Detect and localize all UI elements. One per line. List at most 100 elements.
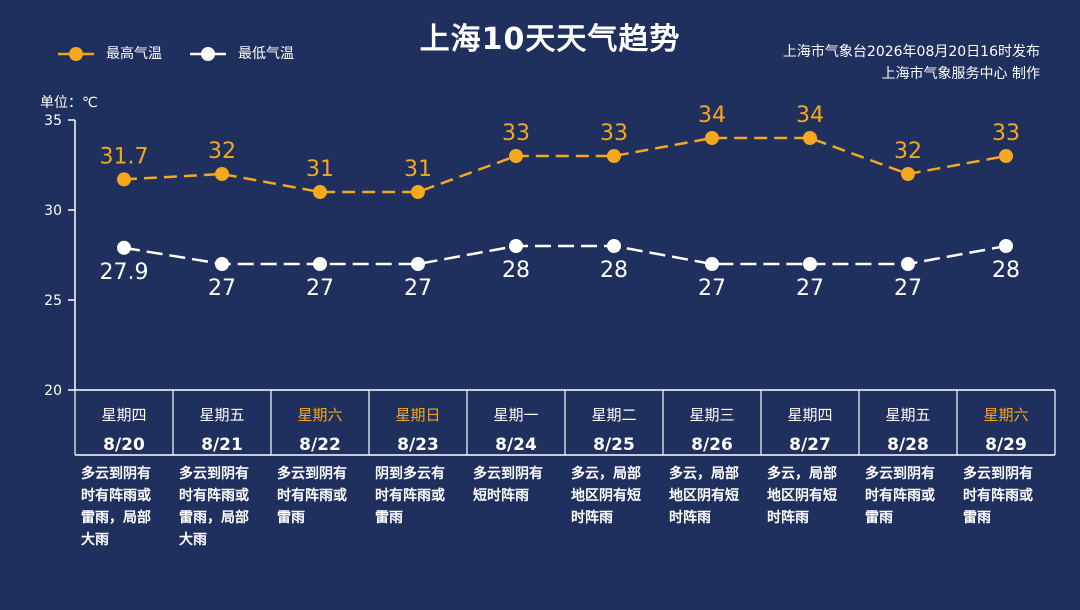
date-label: 8/28: [887, 435, 929, 455]
weekday-label: 星期日: [395, 406, 440, 424]
low-temp-label: 27.9: [100, 260, 149, 285]
forecast-description-line: 多云到阴有: [179, 466, 249, 482]
date-label: 8/29: [985, 435, 1027, 455]
source-producer: 上海市气象服务中心 制作: [881, 66, 1040, 82]
date-label: 8/25: [593, 435, 635, 455]
forecast-description-line: 时阵雨: [571, 510, 613, 526]
y-tick-label: 20: [44, 383, 62, 399]
source-issuer: 上海市气象台2026年08月20日16时发布: [782, 44, 1040, 60]
forecast-description-line: 多云，局部: [767, 466, 837, 482]
high-temp-line: [123, 136, 1007, 194]
low-temp-point: [117, 240, 131, 255]
high-temp-point: [215, 167, 229, 181]
high-temp-label: 32: [208, 139, 236, 164]
date-label: 8/26: [691, 435, 733, 455]
date-label: 8/22: [299, 435, 341, 455]
high-temp-label: 34: [796, 103, 824, 128]
high-temp-label: 34: [698, 103, 726, 128]
forecast-description: 多云，局部地区阴有短时阵雨: [669, 463, 763, 529]
forecast-description-line: 雷雨: [865, 510, 893, 526]
unit-label: 单位：℃: [40, 95, 98, 111]
low-temp-label: 28: [502, 258, 530, 283]
weekday-label: 星期四: [101, 406, 146, 424]
high-temp-label: 32: [894, 139, 922, 164]
weekday-label: 星期三: [689, 406, 734, 424]
y-tick-label: 35: [44, 113, 62, 129]
low-temp-point: [509, 239, 523, 253]
high-temp-label: 33: [502, 121, 530, 146]
forecast-description-line: 多云，局部: [669, 466, 739, 482]
weekday-label: 星期五: [885, 406, 930, 424]
high-temp-point: [705, 131, 719, 145]
forecast-description: 多云到阴有时有阵雨或雷雨: [865, 463, 959, 529]
forecast-description-line: 地区阴有短: [571, 488, 641, 504]
forecast-description-line: 多云到阴有: [865, 466, 935, 482]
high-temp-point: [509, 149, 523, 163]
weekday-label: 星期六: [983, 406, 1028, 424]
high-temp-label: 31: [404, 157, 432, 182]
forecast-description-line: 地区阴有短: [767, 488, 837, 504]
forecast-description-line: 雷雨，局部: [179, 510, 249, 526]
weekday-label: 星期一: [493, 406, 538, 424]
low-temp-label: 28: [992, 258, 1020, 283]
forecast-description-line: 时有阵雨或: [277, 488, 347, 504]
high-temp-point: [607, 149, 621, 163]
forecast-description-line: 时阵雨: [669, 510, 711, 526]
high-temp-point: [901, 167, 915, 181]
forecast-description-line: 多云到阴有: [277, 466, 347, 482]
forecast-description-line: 时有阵雨或: [865, 488, 935, 504]
forecast-description-line: 雷雨: [963, 510, 991, 526]
forecast-description-line: 雷雨: [375, 510, 403, 526]
high-temp-label: 31: [306, 157, 334, 182]
high-temp-label: 33: [992, 121, 1020, 146]
forecast-description-line: 多云，局部: [571, 466, 641, 482]
low-temp-label: 27: [796, 276, 824, 301]
forecast-description-line: 地区阴有短: [669, 488, 739, 504]
low-temp-point: [313, 257, 327, 271]
high-temp-point: [411, 185, 425, 199]
high-temp-point: [313, 185, 327, 199]
forecast-description-line: 短时阵雨: [473, 488, 529, 504]
forecast-description-line: 阴到多云有: [375, 466, 445, 482]
low-temp-label: 27: [404, 276, 432, 301]
weekday-label: 星期六: [297, 406, 342, 424]
date-label: 8/21: [201, 435, 243, 455]
forecast-description-line: 时有阵雨或: [81, 488, 151, 504]
legend-high-swatch-icon: [58, 47, 94, 61]
low-temp-point: [705, 257, 719, 271]
y-tick-label: 30: [44, 203, 62, 219]
forecast-description: 多云，局部地区阴有短时阵雨: [571, 463, 665, 529]
forecast-description-line: 多云到阴有: [81, 466, 151, 482]
high-temp-point: [803, 131, 817, 145]
low-temp-label: 27: [698, 276, 726, 301]
low-temp-point: [803, 257, 817, 271]
low-temp-point: [607, 239, 621, 253]
date-label: 8/23: [397, 435, 439, 455]
high-temp-point: [117, 172, 131, 187]
forecast-description-line: 雷雨: [277, 510, 305, 526]
low-temp-label: 28: [600, 258, 628, 283]
forecast-description: 多云到阴有时有阵雨或雷雨: [277, 463, 371, 529]
forecast-description-line: 时有阵雨或: [375, 488, 445, 504]
legend-low-swatch-icon: [190, 47, 226, 61]
date-label: 8/24: [495, 435, 537, 455]
legend-high-label: 最高气温: [106, 46, 162, 62]
forecast-description: 多云到阴有 时有阵雨或 雷雨: [963, 463, 1057, 529]
forecast-description-line: 多云到阴有: [473, 466, 543, 482]
weekday-label: 星期四: [787, 406, 832, 424]
low-temp-point: [215, 257, 229, 271]
forecast-description: 多云到阴有时有阵雨或雷雨，局部大雨: [81, 463, 175, 551]
forecast-description-line: 大雨: [81, 532, 109, 548]
low-temp-point: [901, 257, 915, 271]
y-tick-label: 25: [44, 293, 62, 309]
forecast-description-line: 多云到阴有: [963, 466, 1033, 482]
low-temp-point: [999, 239, 1013, 253]
forecast-description: 多云，局部 地区阴有短 时阵雨: [767, 463, 861, 529]
forecast-description-line: 雷雨，局部: [81, 510, 151, 526]
low-temp-label: 27: [894, 276, 922, 301]
date-label: 8/27: [789, 435, 831, 455]
weekday-label: 星期二: [591, 406, 636, 424]
high-temp-point: [999, 149, 1013, 163]
forecast-description-line: 大雨: [179, 532, 207, 548]
